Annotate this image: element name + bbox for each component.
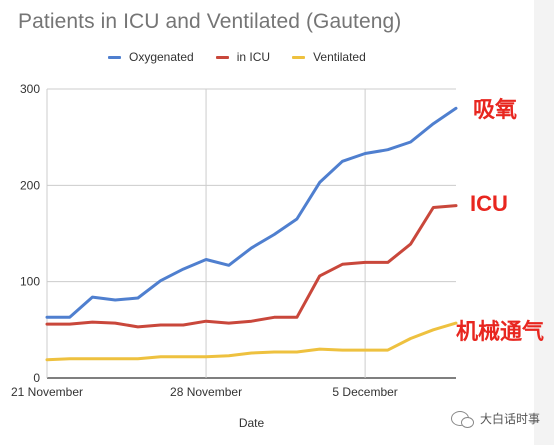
- chart-title: Patients in ICU and Ventilated (Gauteng): [18, 10, 402, 33]
- right-frame: [534, 0, 554, 445]
- legend-label-ventilated: Ventilated: [313, 50, 366, 64]
- y-tick-label: 100: [20, 275, 40, 289]
- y-tick-label: 300: [20, 82, 40, 96]
- series-line-oxygenated: [45, 106, 458, 319]
- watermark: 大白话时事: [450, 410, 540, 428]
- series-line-in-icu: [45, 204, 458, 329]
- y-tick-label: 0: [33, 371, 40, 385]
- x-tick-label: 5 December: [332, 385, 397, 399]
- annotation-oxygen: 吸氧: [473, 97, 518, 122]
- y-tick-label: 200: [20, 178, 40, 192]
- legend-item-oxygenated: Oxygenated: [108, 50, 194, 64]
- legend-label-oxygenated: Oxygenated: [129, 50, 194, 64]
- annotation-icu: ICU: [470, 191, 508, 216]
- legend-swatch-oxygenated: [108, 55, 121, 59]
- x-tick-label: 28 November: [170, 385, 242, 399]
- wechat-icon: [450, 411, 474, 428]
- x-tick-label: 21 November: [11, 385, 83, 399]
- legend-swatch-icu: [215, 55, 229, 59]
- watermark-text: 大白话时事: [479, 412, 540, 426]
- legend-item-icu: in ICU: [215, 50, 271, 64]
- annotation-ventilation: 机械通气: [456, 319, 545, 344]
- legend-label-icu: in ICU: [236, 50, 271, 64]
- chart-legend: Oxygenated in ICU Ventilated: [108, 50, 366, 64]
- series-line-ventilated: [45, 321, 458, 362]
- x-axis-title: Date: [239, 416, 265, 430]
- legend-swatch-ventilated: [292, 55, 306, 59]
- legend-item-ventilated: Ventilated: [292, 50, 366, 64]
